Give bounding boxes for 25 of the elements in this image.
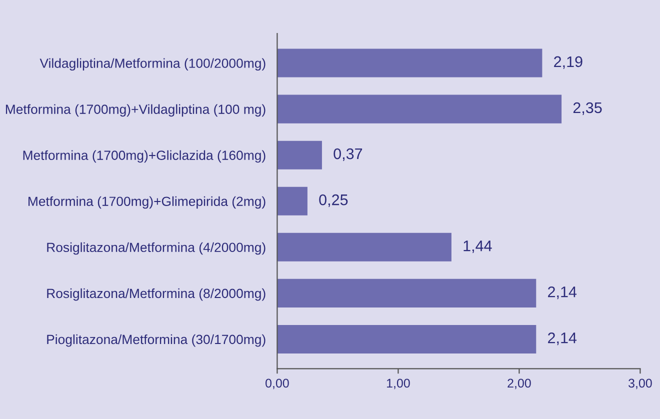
- bar: [277, 48, 542, 78]
- bar: [277, 232, 452, 262]
- bar: [277, 324, 536, 354]
- y-tick-label: Rosiglitazona/Metformina (4/2000mg): [47, 242, 266, 255]
- bar: [277, 278, 536, 308]
- x-tick-label: 2,00: [508, 378, 531, 390]
- data-label: 2,35: [573, 102, 602, 115]
- y-tick-label: Pioglitazona/Metformina (30/1700mg): [47, 334, 266, 347]
- y-tick-label: Metformina (1700mg)+Glimepirida (2mg): [28, 196, 266, 209]
- x-tick-label: 1,00: [386, 378, 410, 390]
- bar: [277, 186, 308, 216]
- y-tick-label: Rosiglitazona/Metformina (8/2000mg): [47, 288, 266, 301]
- data-label: 2,14: [548, 286, 577, 300]
- y-tick-label: Vildagliptina/Metformina (100/2000mg): [40, 58, 266, 71]
- bar: [277, 140, 322, 170]
- data-label: 0,37: [334, 148, 362, 161]
- y-tick-label: Metformina (1700mg)+Gliclazida (160mg): [23, 150, 266, 163]
- x-tick-label: 0,00: [266, 378, 289, 390]
- bar: [277, 94, 562, 124]
- data-label: 0,25: [319, 194, 348, 208]
- data-label: 1,44: [464, 240, 492, 254]
- y-tick-label: Metformina (1700mg)+Vildagliptina (100 mg): [6, 104, 266, 117]
- x-tick-label: 3,00: [628, 378, 652, 390]
- data-label: 2,14: [548, 332, 577, 346]
- data-label: 2,19: [554, 56, 582, 69]
